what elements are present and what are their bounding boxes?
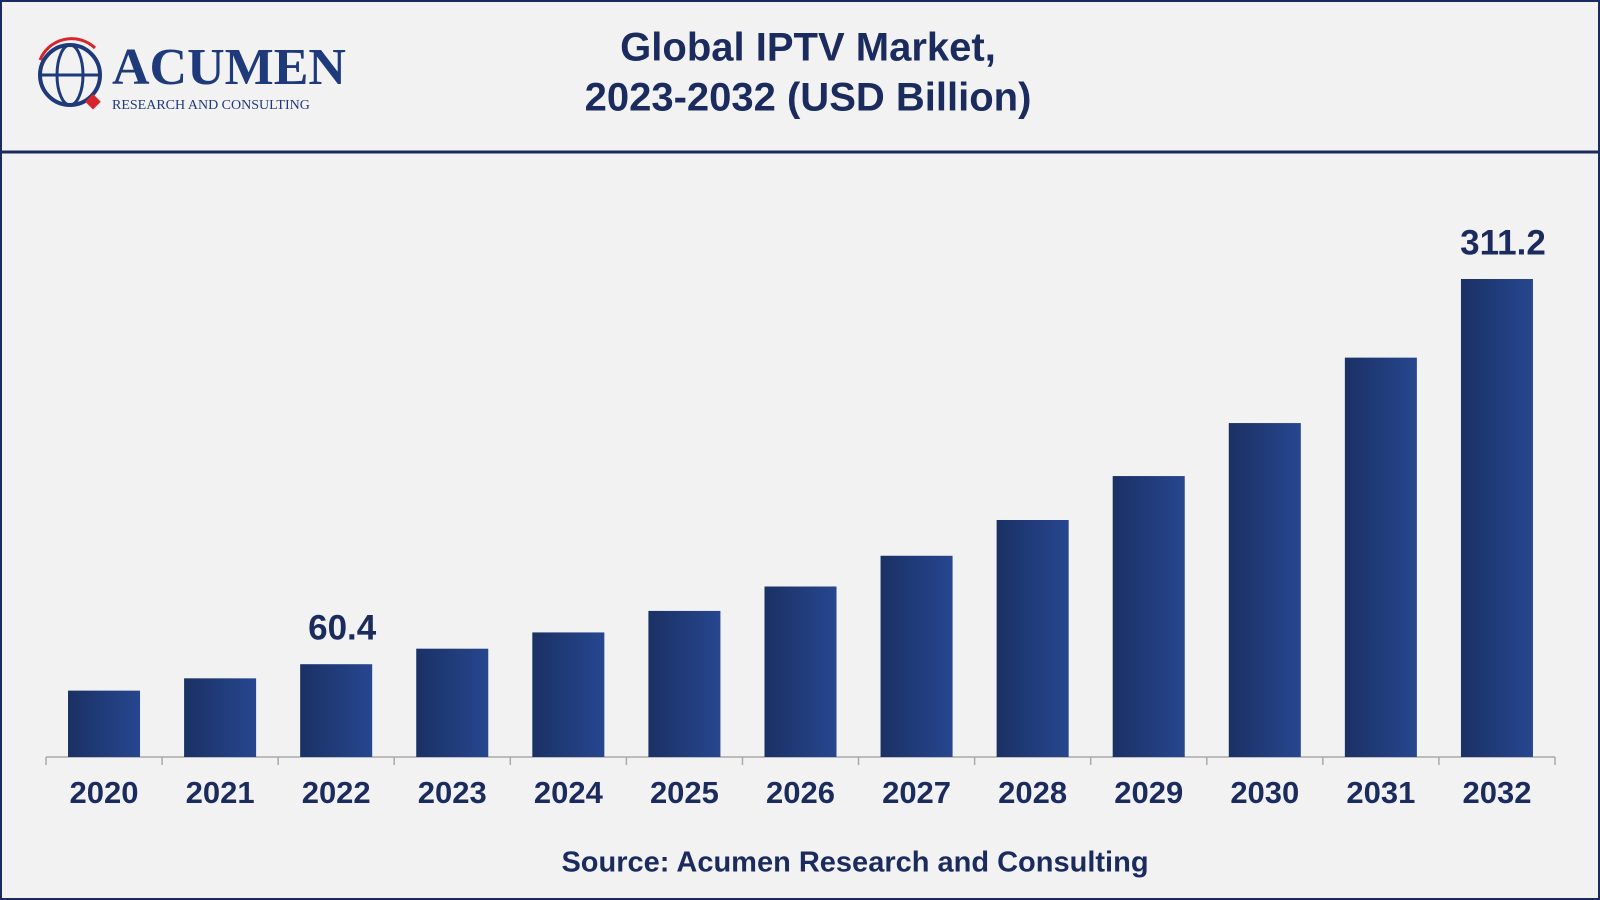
logo-arc (38, 37, 97, 61)
bar-shade (68, 690, 141, 757)
x-tick-label: 2023 (418, 775, 487, 810)
x-tick-label: 2030 (1230, 775, 1299, 810)
chart-subtitle: 2023-2032 (USD Billion) (585, 76, 1032, 120)
bar-shade (184, 678, 257, 757)
bar-shade (416, 648, 489, 757)
bar-shade (1228, 423, 1301, 757)
x-tick-label: 2025 (650, 775, 719, 810)
logo-tagline: RESEARCH AND CONSULTING (112, 98, 310, 113)
x-tick-label: 2021 (186, 775, 255, 810)
source-note: Source: Acumen Research and Consulting (561, 847, 1148, 879)
bar-shade (764, 586, 837, 757)
x-tick-label: 2026 (766, 775, 835, 810)
logo: ACUMEN RESEARCH AND CONSULTING (38, 37, 346, 113)
x-tick-label: 2022 (302, 775, 371, 810)
bar-shade (1344, 357, 1417, 757)
logo-diamond (85, 93, 101, 110)
x-tick-label: 2028 (998, 775, 1067, 810)
x-tick-label: 2027 (882, 775, 951, 810)
bar-shade (300, 664, 373, 757)
x-tick-label: 2020 (70, 775, 139, 810)
bar-shade (1460, 279, 1533, 757)
x-tick-label: 2024 (534, 775, 604, 810)
data-label: 60.4 (308, 608, 377, 647)
bar-shade (996, 519, 1069, 757)
bar-shade (648, 610, 721, 757)
logo-name: ACUMEN (112, 39, 346, 96)
bar-shade (532, 632, 605, 757)
x-tick-label: 2031 (1346, 775, 1415, 810)
bar-shade (1112, 476, 1185, 757)
x-tick-label: 2029 (1114, 775, 1183, 810)
bar-shade (880, 555, 953, 757)
chart-title: Global IPTV Market, (620, 26, 996, 70)
x-tick-label: 2032 (1462, 775, 1531, 810)
data-label: 311.2 (1460, 223, 1546, 262)
